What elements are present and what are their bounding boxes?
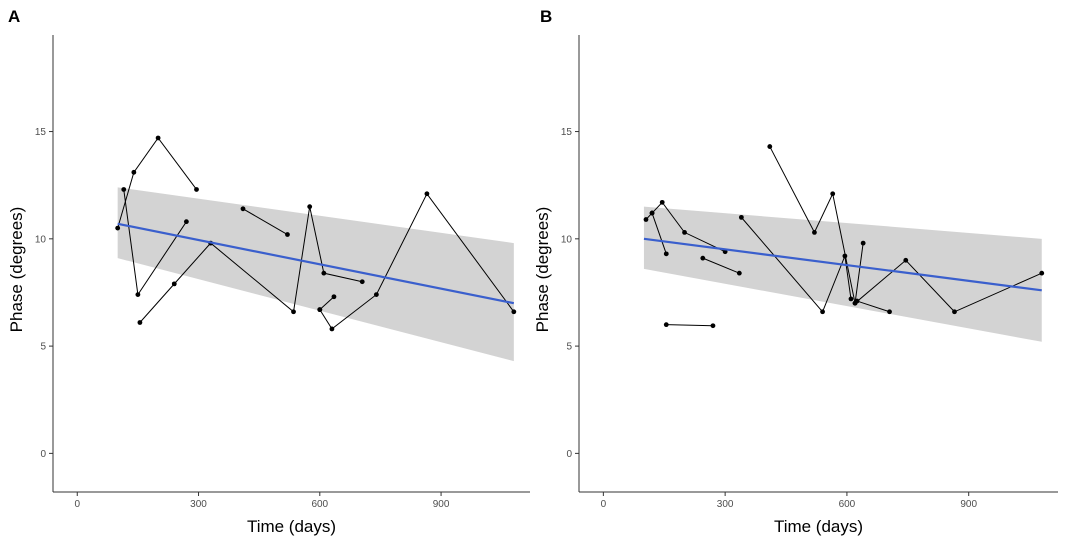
data-point	[194, 187, 199, 192]
x-tick-label: 300	[190, 499, 207, 510]
series-subject-7	[852, 257, 1045, 315]
fit-line	[117, 222, 515, 305]
data-point	[649, 210, 655, 216]
panel-letter: B	[540, 7, 552, 26]
series-line	[242, 208, 288, 235]
data-point	[331, 294, 337, 300]
y-tick-label: 0	[566, 449, 572, 460]
data-point	[952, 309, 957, 315]
data-point	[183, 219, 189, 225]
data-point	[848, 296, 854, 302]
x-tick-label: 300	[717, 499, 734, 510]
x-axis-title: Time (days)	[247, 517, 336, 536]
data-point	[121, 187, 127, 192]
data-point	[1039, 270, 1045, 276]
series-subject-1	[115, 135, 199, 231]
data-point	[240, 206, 246, 212]
x-tick-label: 900	[433, 499, 450, 510]
data-point	[830, 191, 836, 197]
x-tick-label: 600	[839, 499, 856, 510]
data-point	[663, 322, 669, 328]
panel-a: A 0 5 10 15 0 300 600 900 Time (days) Phase (degre…	[7, 7, 530, 536]
x-tick-label: 0	[601, 499, 607, 510]
data-point	[329, 326, 335, 332]
x-axis-title: Time (days)	[774, 517, 863, 536]
data-point	[171, 281, 177, 287]
y-tick-label: 15	[35, 127, 47, 138]
series-subject-5	[738, 214, 854, 315]
series-subject-2	[121, 187, 189, 298]
data-point	[321, 270, 327, 276]
x-tick-label: 600	[311, 499, 328, 510]
data-point	[710, 323, 716, 329]
panel-letter: A	[8, 7, 20, 26]
data-point	[285, 232, 290, 237]
y-tick-label: 10	[35, 234, 47, 245]
y-axis-title: Phase (degrees)	[7, 207, 26, 333]
data-point	[736, 270, 742, 276]
series-subject-2	[649, 210, 669, 257]
data-point	[663, 251, 669, 257]
data-point	[682, 229, 687, 235]
data-point	[854, 298, 860, 304]
series-line	[856, 300, 890, 313]
confidence-band	[117, 187, 514, 362]
data-point	[359, 279, 365, 285]
series-subject-3	[663, 322, 716, 329]
data-point	[860, 240, 866, 246]
data-point	[137, 320, 143, 325]
x-tick-label: 900	[960, 499, 977, 510]
panel-b: B 0 5 10 15 0 300 600 900 Time (days) Phase (degre…	[533, 7, 1058, 536]
series-line	[117, 137, 197, 229]
confidence-band	[643, 206, 1042, 342]
series-line	[651, 212, 667, 255]
series-line	[666, 324, 713, 327]
series-subject-6	[317, 294, 337, 313]
data-point	[511, 309, 517, 315]
data-point	[135, 292, 141, 298]
data-point	[820, 309, 825, 315]
data-point	[659, 199, 665, 205]
y-tick-label: 5	[566, 342, 572, 353]
series-subject-4	[240, 206, 290, 237]
y-tick-label: 5	[40, 342, 46, 353]
data-point	[373, 292, 379, 298]
data-point	[812, 229, 817, 235]
data-point	[903, 257, 909, 263]
series-subject-4	[700, 255, 742, 276]
y-tick-label: 15	[561, 127, 573, 138]
data-point	[291, 309, 296, 315]
series-line	[740, 217, 852, 313]
data-point	[317, 307, 323, 313]
x-tick-label: 0	[74, 499, 80, 510]
y-tick-label: 10	[561, 234, 573, 245]
series-line	[854, 259, 1042, 313]
data-point	[307, 204, 313, 210]
y-tick-label: 0	[40, 449, 46, 460]
data-point	[738, 214, 744, 220]
data-point	[767, 144, 773, 149]
data-point	[643, 217, 649, 222]
series-line	[319, 296, 335, 310]
y-axis-title: Phase (degrees)	[533, 207, 552, 333]
series-line	[702, 257, 740, 274]
data-point	[887, 309, 892, 315]
series-subject-8	[854, 298, 892, 315]
data-point	[700, 255, 706, 261]
fit-line	[643, 237, 1042, 292]
data-point	[155, 135, 161, 141]
data-point	[424, 191, 430, 197]
data-point	[115, 225, 121, 231]
data-point	[131, 169, 137, 175]
series-subject-5	[317, 191, 517, 332]
